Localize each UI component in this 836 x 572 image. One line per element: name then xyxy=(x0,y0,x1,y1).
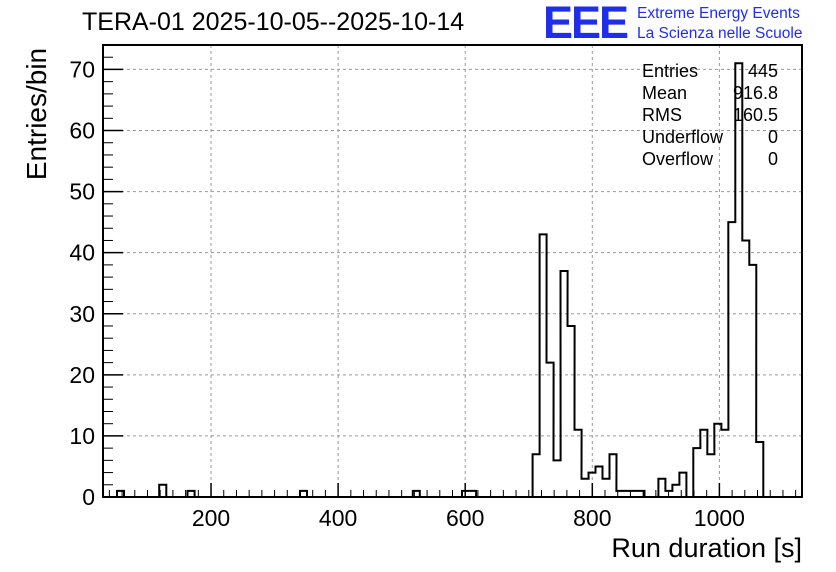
stats-label: RMS xyxy=(642,105,682,125)
stats-row-overflow: Overflow 0 xyxy=(642,148,778,170)
histogram-bin xyxy=(581,479,588,497)
histogram-bin xyxy=(561,271,568,497)
stats-value: 0 xyxy=(767,149,778,169)
histogram-bin xyxy=(595,466,602,497)
eee-logo: EEE xyxy=(543,0,629,48)
stats-value: 445 xyxy=(747,61,778,81)
stats-label: Entries xyxy=(642,61,699,81)
x-tick-label: 800 xyxy=(573,505,611,531)
stats-row-rms: RMS 160.5 xyxy=(642,104,778,126)
histogram-bin xyxy=(672,485,679,497)
y-tick-label: 60 xyxy=(69,118,95,144)
stats-label: Mean xyxy=(642,83,688,103)
stats-label: Overflow xyxy=(642,149,714,169)
y-tick-label: 40 xyxy=(69,240,95,266)
stats-value: 160.5 xyxy=(732,105,778,125)
y-tick-label: 20 xyxy=(69,362,95,388)
y-tick-label: 50 xyxy=(69,179,95,205)
y-tick-label: 70 xyxy=(69,56,95,82)
stats-value: 0 xyxy=(767,127,778,147)
histogram-bin xyxy=(742,240,749,497)
stats-value: 916.8 xyxy=(732,83,778,103)
y-axis-label: Entries/bin xyxy=(21,47,52,181)
histogram-bin xyxy=(700,430,707,497)
histogram-bin xyxy=(540,234,547,497)
stats-label: Underflow xyxy=(642,127,724,147)
logo-tagline-1: Extreme Energy Events xyxy=(637,5,800,22)
histogram-bin xyxy=(533,454,540,497)
histogram-bin xyxy=(679,473,686,497)
histogram-bin xyxy=(609,454,616,497)
histogram-bin xyxy=(575,430,582,497)
histogram-bin xyxy=(721,430,728,497)
stats-box: Entries 445 Mean 916.8 RMS 160.5 Underflow 0… xyxy=(642,60,778,170)
histogram-bin xyxy=(568,326,575,497)
logo-tagline-2: La Scienza nelle Scuole xyxy=(637,25,803,42)
x-tick-label: 1000 xyxy=(694,505,745,531)
histogram-bin xyxy=(658,479,665,497)
grid-lines xyxy=(103,45,802,497)
stats-row-mean: Mean 916.8 xyxy=(642,82,778,104)
histogram-bin xyxy=(728,222,735,497)
y-tick-label: 30 xyxy=(69,301,95,327)
histogram-bin xyxy=(707,454,714,497)
histogram-bin xyxy=(602,479,609,497)
x-tick-label: 600 xyxy=(446,505,484,531)
stats-row-entries: Entries 445 xyxy=(642,60,778,82)
y-tick-label: 0 xyxy=(82,484,95,510)
histogram-outline xyxy=(116,62,765,497)
axis-ticks: 200 400 600 800 1000 0 10 20 30 40 50 60 70 xyxy=(69,56,797,531)
x-tick-label: 200 xyxy=(192,505,230,531)
histogram-bin xyxy=(756,442,763,497)
chart-title: TERA-01 2025-10-05--2025-10-14 xyxy=(82,8,465,36)
histogram-bin xyxy=(749,265,756,497)
histogram-bin xyxy=(693,448,700,497)
x-tick-label: 400 xyxy=(319,505,357,531)
histogram-bin xyxy=(547,363,554,497)
x-axis-label: Run duration [s] xyxy=(611,533,802,563)
y-tick-label: 10 xyxy=(69,423,95,449)
stats-row-underflow: Underflow 0 xyxy=(642,126,778,148)
histogram-bin xyxy=(714,424,721,497)
histogram-series xyxy=(116,62,765,497)
